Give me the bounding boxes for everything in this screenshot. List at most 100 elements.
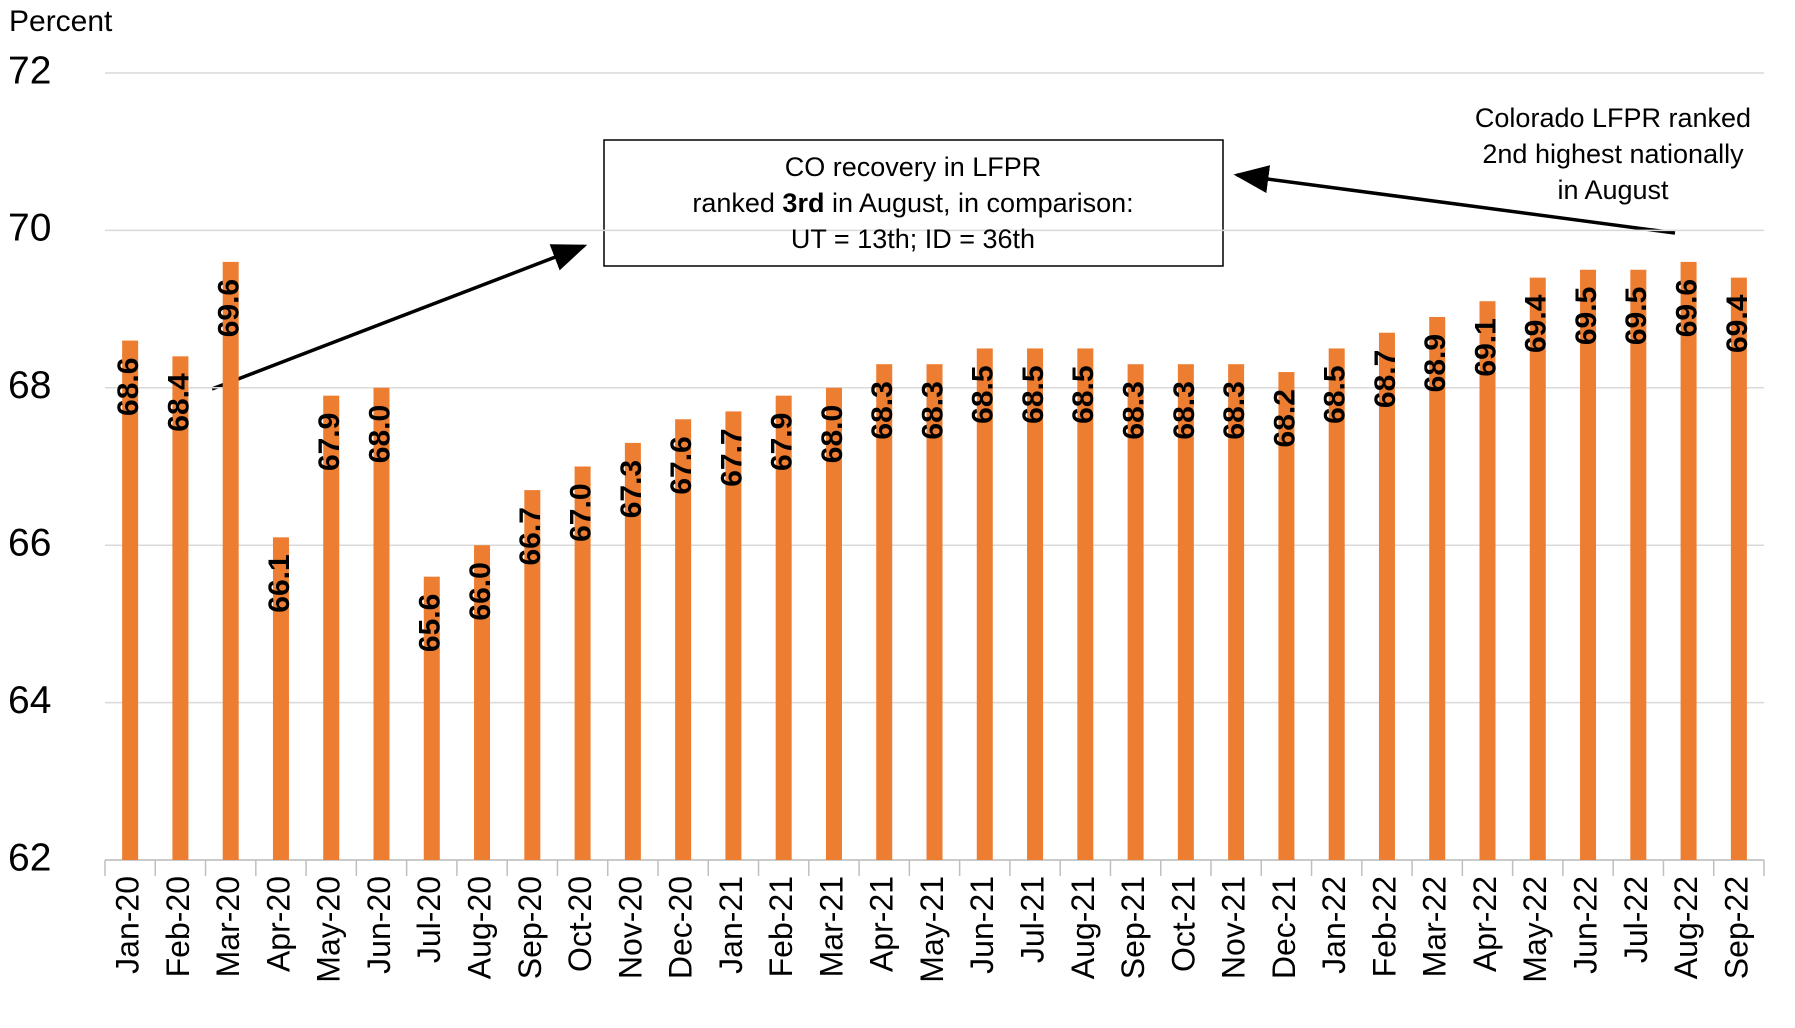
x-tick-label: Jan-21 (713, 876, 749, 974)
x-tick-label: May-22 (1517, 876, 1553, 983)
data-label: 68.5 (1067, 365, 1100, 423)
x-tick-label: Sep-22 (1718, 876, 1754, 979)
x-tick-label: Jan-20 (110, 876, 146, 974)
bar (675, 419, 692, 860)
x-tick-label: Aug-22 (1668, 876, 1704, 979)
x-tick-label: Apr-22 (1467, 876, 1503, 972)
bar (1177, 364, 1194, 860)
x-tick-label: Oct-21 (1165, 876, 1201, 972)
bar (1730, 277, 1747, 860)
data-label: 66.1 (263, 554, 296, 612)
data-label: 69.4 (1520, 294, 1553, 353)
bar (1127, 364, 1144, 860)
bar (1680, 261, 1697, 860)
y-tick-label: 66 (8, 521, 51, 564)
data-label: 68.9 (1419, 334, 1452, 392)
bar (976, 348, 993, 860)
x-tick-label: Feb-22 (1366, 876, 1402, 977)
x-tick-label: Jul-22 (1618, 876, 1654, 963)
bar (172, 356, 189, 860)
data-label: 67.6 (665, 436, 698, 494)
bar (373, 387, 390, 860)
bar (222, 261, 239, 860)
annotation-text: CO recovery in LFPR (785, 152, 1042, 182)
data-label: 68.3 (1118, 381, 1151, 439)
x-tick-label: Jul-21 (1014, 876, 1050, 963)
bar (825, 387, 842, 860)
x-tick-label: May-21 (914, 876, 950, 983)
annotation-span: CO recovery in LFPR (785, 152, 1042, 182)
bar (1328, 348, 1345, 860)
bar (1429, 316, 1446, 861)
data-label: 66.0 (464, 562, 497, 620)
data-label: 68.6 (112, 358, 145, 416)
bar (1378, 332, 1395, 861)
bar (876, 364, 893, 860)
arrow (211, 244, 588, 391)
x-tick-label: Feb-20 (160, 876, 196, 977)
data-label: 69.6 (1671, 279, 1704, 337)
x-tick-label: Jun-22 (1567, 876, 1603, 974)
data-label: 67.7 (715, 428, 748, 486)
data-label: 69.4 (1721, 294, 1754, 353)
x-tick-label: Jun-21 (964, 876, 1000, 974)
data-label: 68.3 (916, 381, 949, 439)
x-tick-label: Oct-20 (562, 876, 598, 972)
annotation-span: 3rd (782, 188, 824, 218)
bar (524, 490, 541, 860)
data-label: 69.6 (213, 279, 246, 337)
bar (1630, 269, 1647, 860)
y-tick-label: 64 (8, 679, 51, 722)
x-tick-label: Nov-21 (1216, 876, 1252, 979)
data-label: 68.5 (1319, 365, 1352, 423)
bar (926, 364, 943, 860)
y-tick-label: 68 (8, 364, 51, 407)
x-tick-label: Jan-22 (1316, 876, 1352, 974)
x-tick-label: Apr-20 (260, 876, 296, 972)
bar (323, 395, 340, 860)
x-tick-label: Aug-21 (1065, 876, 1101, 979)
data-label: 68.3 (1218, 381, 1251, 439)
bar (725, 411, 742, 860)
bar (1228, 364, 1245, 860)
x-tick-label: Aug-20 (461, 876, 497, 979)
y-axis-label: Percent (9, 5, 113, 38)
x-tick-label: Apr-21 (864, 876, 900, 972)
bar (1479, 301, 1496, 861)
data-label: 65.6 (414, 594, 447, 652)
data-label: 69.1 (1469, 318, 1502, 376)
x-tick-label: Sep-21 (1115, 876, 1151, 979)
data-label: 69.5 (1570, 287, 1603, 345)
annotation-text: Colorado LFPR ranked (1475, 103, 1751, 133)
annotation-span: Colorado LFPR ranked (1475, 103, 1751, 133)
data-label: 68.7 (1369, 350, 1402, 408)
y-tick-label: 70 (8, 207, 51, 250)
annotation-span: ranked (692, 188, 782, 218)
annotation-text: UT = 13th; ID = 36th (791, 224, 1035, 254)
data-label: 67.0 (565, 484, 598, 542)
x-tick-label: Dec-20 (663, 876, 699, 979)
data-label: 68.2 (1268, 389, 1301, 447)
annotation-span: UT = 13th; ID = 36th (791, 224, 1035, 254)
data-label: 68.3 (1168, 381, 1201, 439)
bar (474, 545, 491, 860)
annotation-text: ranked 3rd in August, in comparison: (692, 188, 1133, 218)
x-tick-label: Sep-20 (512, 876, 548, 979)
data-label: 66.7 (514, 507, 547, 565)
bar (1529, 277, 1546, 860)
bar (122, 340, 139, 861)
annotation-span: in August, in comparison: (824, 188, 1133, 218)
arrow (1233, 165, 1676, 235)
x-tick-label: Feb-21 (763, 876, 799, 977)
bar (775, 395, 792, 860)
x-tick-label: Mar-21 (813, 876, 849, 977)
annotation-span: in August (1557, 175, 1669, 205)
x-tick-label: Dec-21 (1266, 876, 1302, 979)
annotation-span: 2nd highest nationally (1482, 139, 1744, 169)
data-label: 68.3 (866, 381, 899, 439)
y-tick-label: 72 (8, 49, 51, 92)
x-tick-label: Nov-20 (612, 876, 648, 979)
bar (1278, 372, 1295, 860)
x-tick-label: Mar-22 (1417, 876, 1453, 977)
